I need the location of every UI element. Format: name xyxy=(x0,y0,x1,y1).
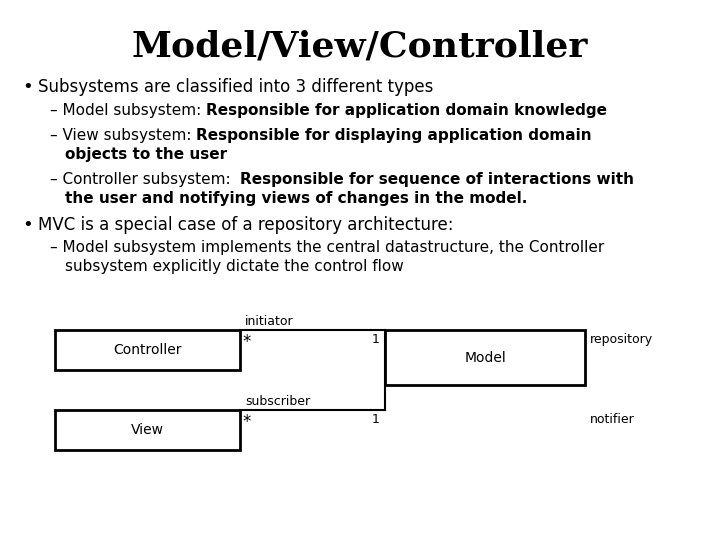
Bar xyxy=(55,330,240,370)
Bar xyxy=(55,410,240,450)
Text: •: • xyxy=(22,78,32,96)
Text: subscriber: subscriber xyxy=(245,395,310,408)
Text: Responsible for application domain knowledge: Responsible for application domain knowl… xyxy=(206,103,607,118)
Text: MVC is a special case of a repository architecture:: MVC is a special case of a repository ar… xyxy=(38,216,454,234)
Text: *: * xyxy=(242,333,251,351)
Text: Responsible for displaying application domain: Responsible for displaying application d… xyxy=(197,128,592,143)
Text: – Model subsystem implements the central datastructure, the Controller: – Model subsystem implements the central… xyxy=(50,240,604,255)
Text: repository: repository xyxy=(590,333,653,346)
Text: – Controller subsystem:: – Controller subsystem: xyxy=(50,172,240,187)
Text: Controller: Controller xyxy=(113,343,181,357)
Text: View: View xyxy=(131,423,164,437)
Text: Model: Model xyxy=(464,350,506,365)
Text: Subsystems are classified into 3 different types: Subsystems are classified into 3 differe… xyxy=(38,78,433,96)
Text: – View subsystem:: – View subsystem: xyxy=(50,128,197,143)
Text: 1: 1 xyxy=(372,333,380,346)
Bar xyxy=(385,330,585,385)
Text: 1: 1 xyxy=(372,413,380,426)
Text: Model/View/Controller: Model/View/Controller xyxy=(132,30,588,64)
Text: the user and notifying views of changes in the model.: the user and notifying views of changes … xyxy=(65,191,527,206)
Text: initiator: initiator xyxy=(245,315,294,328)
Text: – Model subsystem:: – Model subsystem: xyxy=(50,103,206,118)
Text: objects to the user: objects to the user xyxy=(65,147,227,162)
Text: •: • xyxy=(22,216,32,234)
Text: notifier: notifier xyxy=(590,413,635,426)
Text: Responsible for sequence of interactions with: Responsible for sequence of interactions… xyxy=(240,172,634,187)
Text: *: * xyxy=(242,413,251,431)
Text: subsystem explicitly dictate the control flow: subsystem explicitly dictate the control… xyxy=(65,259,404,274)
